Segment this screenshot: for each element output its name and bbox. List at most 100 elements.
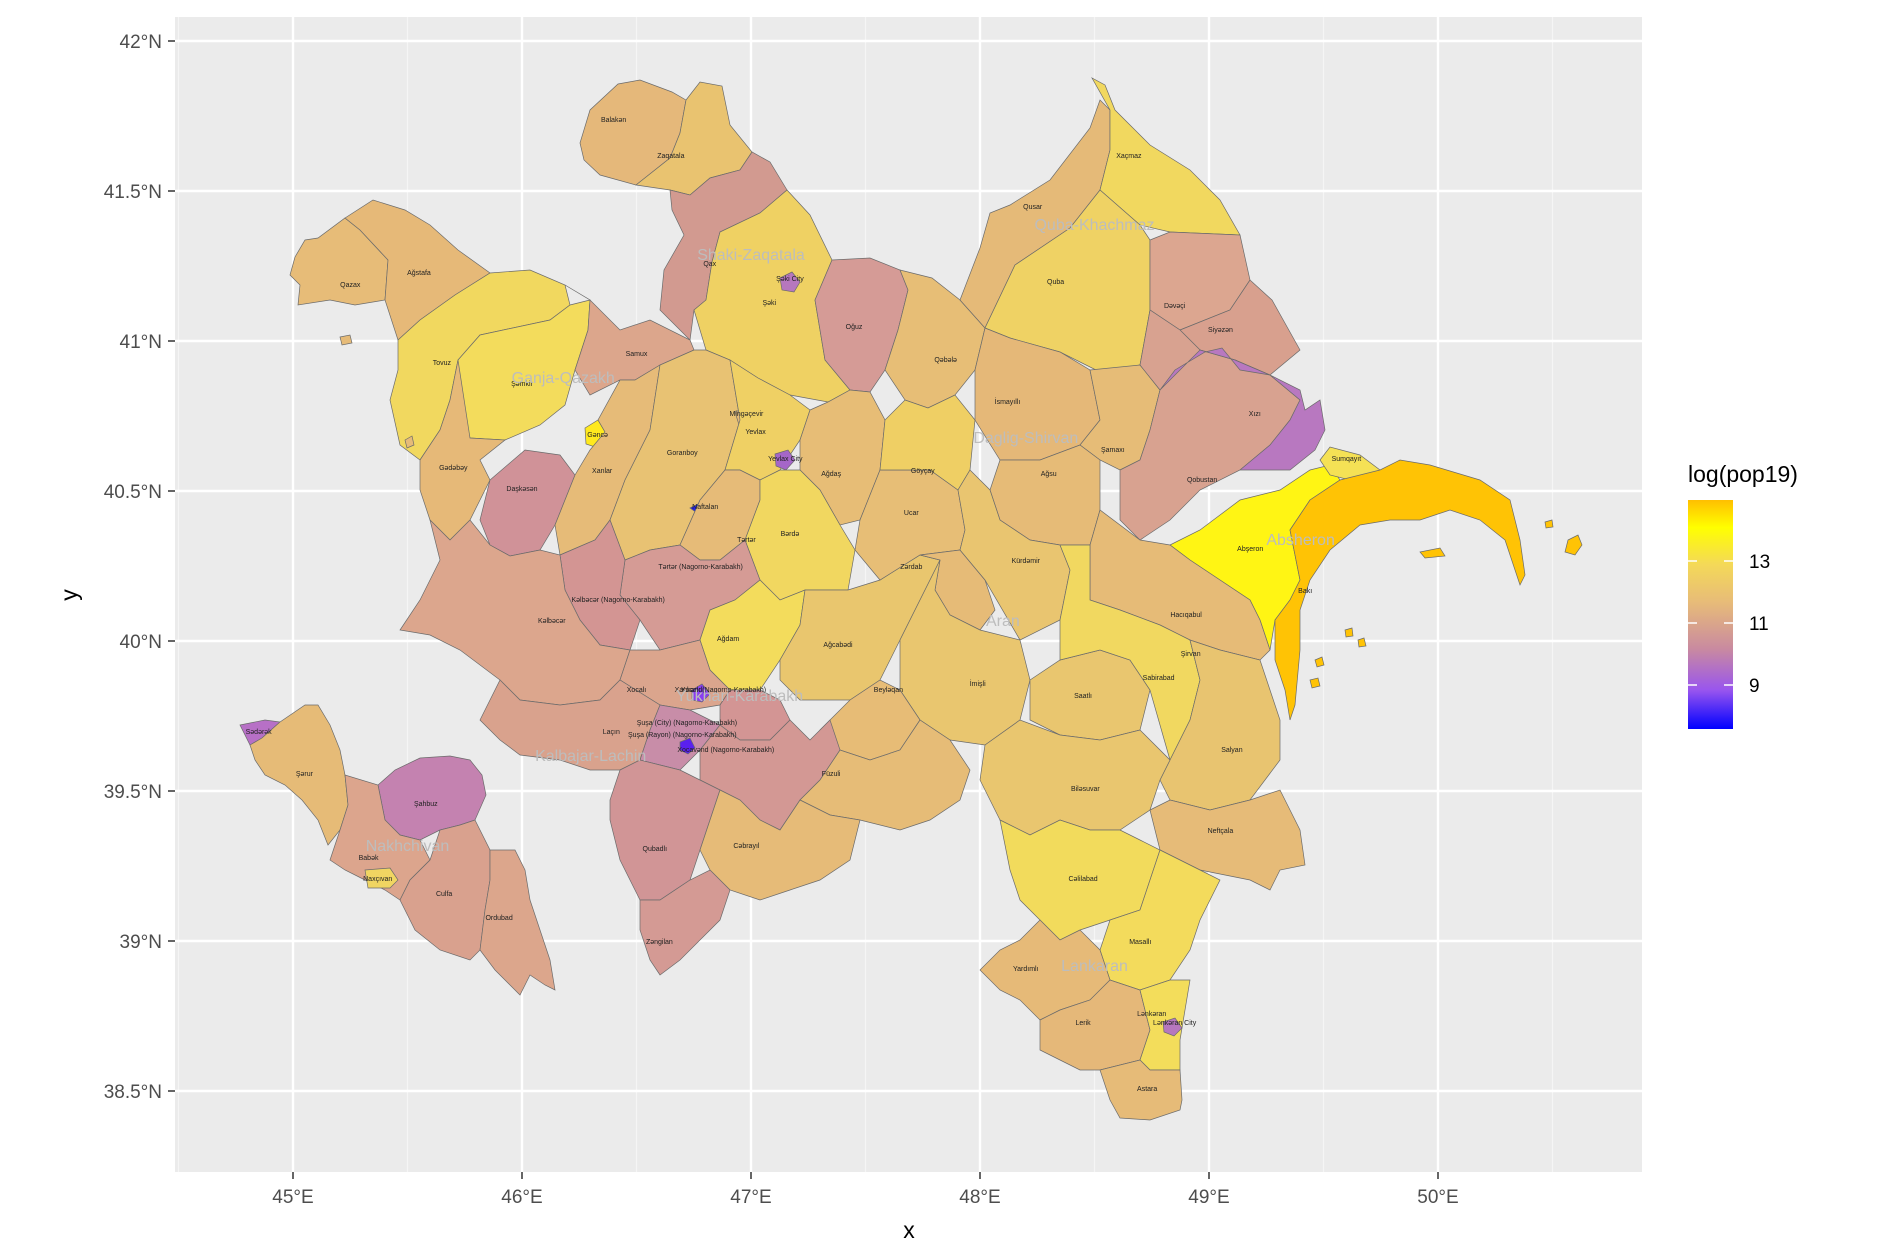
district-label: Oğuz bbox=[846, 324, 863, 331]
district-label: Qobustan bbox=[1187, 477, 1217, 484]
district-label: Cəlilabad bbox=[1068, 876, 1097, 883]
region-label: Shaki-Zaqatala bbox=[697, 247, 805, 264]
region-label: Nakhchivan bbox=[366, 838, 450, 855]
district-xankendi bbox=[691, 683, 711, 703]
legend: log(pop19) 13 11 9 bbox=[1688, 461, 1798, 729]
y-tick-label: 40.5°N bbox=[104, 482, 162, 503]
district-label: Zəngilan bbox=[646, 939, 673, 946]
y-tick-label: 40°N bbox=[120, 632, 162, 653]
district-label: Hacıqabul bbox=[1170, 612, 1202, 619]
district-naxcivan bbox=[364, 867, 399, 889]
district-polygons bbox=[239, 77, 1583, 1121]
district-label: Şəki City bbox=[776, 276, 804, 283]
y-axis: 42°N 41.5°N 41°N 40.5°N 40°N 39.5°N 39°N 38.5°N bbox=[104, 32, 175, 1103]
y-tick-label: 41.5°N bbox=[104, 182, 162, 203]
district-xizi bbox=[1159, 347, 1326, 471]
district-label: Mingəçevir bbox=[729, 411, 764, 418]
district-baki-island bbox=[1564, 534, 1583, 556]
district-label: Dəvəçi bbox=[1164, 303, 1186, 310]
district-label: Sabirabad bbox=[1143, 675, 1175, 682]
district-label: Şərur bbox=[296, 771, 314, 778]
district-label: Biləsuvar bbox=[1071, 786, 1100, 793]
district-label: İmişli bbox=[970, 679, 986, 688]
district-label: Ağdam bbox=[717, 636, 739, 643]
district-label: Samux bbox=[626, 351, 648, 358]
district-label: Qazax bbox=[340, 282, 361, 289]
y-tick-label: 39°N bbox=[120, 932, 162, 953]
district-dashkesen bbox=[479, 449, 576, 557]
district-label: Şəki bbox=[763, 300, 777, 307]
district-fuzuli bbox=[799, 719, 971, 831]
district-label: Naxçıvan bbox=[363, 876, 392, 883]
district-label: Qax bbox=[703, 261, 716, 268]
district-astara bbox=[1099, 1059, 1183, 1121]
islands bbox=[339, 334, 1554, 689]
district-lenkeran-city bbox=[1162, 1017, 1183, 1037]
district-label: Lənkəran bbox=[1137, 1011, 1166, 1018]
y-tick-label: 41°N bbox=[120, 332, 162, 353]
region-label: Lankaran bbox=[1061, 958, 1128, 975]
district-label: Kəlbəcər (Nagorno-Karabakh) bbox=[571, 597, 664, 604]
district-label: Şəmkir bbox=[511, 381, 533, 388]
district-label: Cəbrayıl bbox=[733, 843, 760, 850]
district-label: Qubadlı bbox=[643, 846, 668, 853]
legend-label: 13 bbox=[1749, 552, 1770, 573]
district-label: Laçın bbox=[603, 729, 620, 736]
district-label: Ağcabədi bbox=[823, 642, 853, 649]
district-label: Daşkəsən bbox=[506, 486, 537, 493]
x-tick-label: 49°E bbox=[1188, 1187, 1229, 1208]
district-label: Naftalan bbox=[692, 504, 718, 511]
district-label: Bərdə bbox=[781, 531, 800, 538]
district-labels: Balakən Zaqatala Qax Şəki City Şəki Oğuz Qəbəl… bbox=[246, 117, 1362, 1093]
district-label: Kəlbəcər bbox=[538, 618, 566, 625]
district-label: Şahbuz bbox=[414, 801, 438, 808]
district-label: Qəbələ bbox=[934, 357, 957, 364]
district-yevlax-city bbox=[774, 449, 796, 471]
district-label: Xızı bbox=[1249, 411, 1261, 418]
district-label: Tərtər (Nagorno-Karabakh) bbox=[658, 564, 742, 571]
district-label: Bakı bbox=[1298, 588, 1312, 595]
district-label: Xanlar bbox=[592, 468, 613, 475]
district-label: Lənkəran City bbox=[1153, 1020, 1197, 1027]
district-label: Lerik bbox=[1075, 1020, 1091, 1027]
district-label: Astara bbox=[1137, 1086, 1157, 1093]
legend-colorbar bbox=[1688, 500, 1733, 729]
x-tick-label: 48°E bbox=[959, 1187, 1000, 1208]
district-label: Ordubad bbox=[485, 915, 512, 922]
district-label: Siyəzən bbox=[1208, 327, 1233, 334]
district-label: Tovuz bbox=[433, 360, 452, 367]
district-label: Şirvan bbox=[1181, 651, 1201, 658]
district-label: Xocavənd (Nagorno-Karabakh) bbox=[677, 747, 774, 754]
district-label: Şuşa (City) (Nagorno-Karabakh) bbox=[637, 720, 737, 727]
district-label: Gədəbəy bbox=[439, 465, 468, 472]
district-yardimli bbox=[979, 919, 1111, 1021]
district-label: İsmayıllı bbox=[995, 397, 1021, 406]
district-label: Sumqayıt bbox=[1332, 456, 1362, 463]
x-tick-label: 47°E bbox=[730, 1187, 771, 1208]
district-label: Salyan bbox=[1221, 747, 1243, 754]
legend-title: log(pop19) bbox=[1688, 461, 1798, 487]
region-label: Yukhari-Karabakh bbox=[676, 688, 803, 705]
y-tick-label: 39.5°N bbox=[104, 782, 162, 803]
x-axis-title: x bbox=[903, 1217, 915, 1243]
district-salyan bbox=[1159, 639, 1281, 811]
district-label: Ağsu bbox=[1041, 471, 1057, 478]
district-label: Zərdab bbox=[900, 564, 922, 571]
district-label: Yardımlı bbox=[1013, 966, 1039, 973]
region-label: Aran bbox=[986, 613, 1020, 630]
district-label: Zaqatala bbox=[657, 153, 684, 160]
district-shusha-city bbox=[679, 737, 696, 755]
x-tick-label: 46°E bbox=[501, 1187, 542, 1208]
district-label: Xankəndi bbox=[675, 687, 705, 694]
district-label: Ucar bbox=[904, 510, 919, 517]
x-tick-label: 45°E bbox=[272, 1187, 313, 1208]
district-cebrayil bbox=[699, 789, 861, 901]
district-sheki-city bbox=[779, 271, 801, 293]
region-labels: Shaki-Zaqatala Quba-Khachmaz Ganja-Qazakh D… bbox=[366, 217, 1335, 975]
district-label: Beyləqan bbox=[874, 687, 903, 694]
district-label: Culfa bbox=[436, 891, 452, 898]
district-label: Quba bbox=[1047, 279, 1064, 286]
y-tick-label: 42°N bbox=[120, 32, 162, 53]
district-label: Göyçay bbox=[911, 468, 935, 475]
